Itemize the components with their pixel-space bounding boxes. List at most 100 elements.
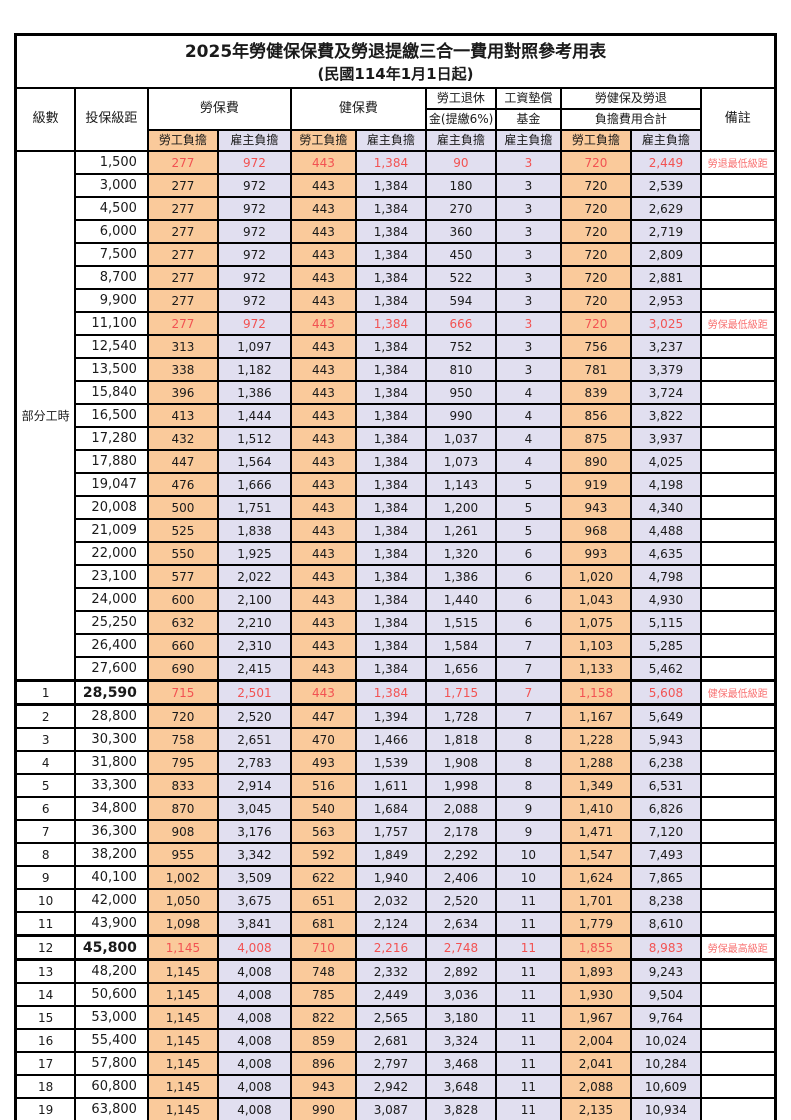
value-cell-pension_er: 180 xyxy=(424,173,497,199)
value-cell-fund_er: 5 xyxy=(494,495,562,521)
subheader-labor-employer: 雇主負擔 xyxy=(216,129,292,153)
note-cell xyxy=(699,1074,777,1100)
note-cell xyxy=(699,1005,777,1031)
value-cell-health_emp: 443 xyxy=(289,426,357,452)
value-cell-health_er: 3,087 xyxy=(354,1097,427,1120)
level-cell: 11 xyxy=(14,911,76,937)
value-cell-health_er: 1,384 xyxy=(354,288,427,314)
value-cell-labor_emp: 476 xyxy=(146,472,219,498)
value-cell-health_er: 1,940 xyxy=(354,865,427,891)
bracket-cell: 12,540 xyxy=(73,334,149,360)
table-row: 11 43,900 1,098 3,841 681 2,124 2,634 11 1,779 8,… xyxy=(14,911,777,937)
value-cell-fund_er: 3 xyxy=(494,242,562,268)
value-cell-pension_er: 522 xyxy=(424,265,497,291)
value-cell-labor_er: 1,097 xyxy=(216,334,292,360)
note-cell: 健保最低級距 xyxy=(699,679,777,707)
table-row: 9 40,100 1,002 3,509 622 1,940 2,406 10 1,624 7,8… xyxy=(14,865,777,891)
value-cell-health_er: 1,849 xyxy=(354,842,427,868)
value-cell-pension_er: 1,584 xyxy=(424,633,497,659)
value-cell-fund_er: 11 xyxy=(494,1005,562,1031)
table-row: 21,009 525 1,838 443 1,384 1,261 5 968 4,488 xyxy=(16,518,777,544)
col-header-health-fee: 健保費 xyxy=(289,87,427,132)
value-cell-labor_emp: 908 xyxy=(146,819,219,845)
value-cell-total_emp: 2,088 xyxy=(559,1074,632,1100)
value-cell-fund_er: 5 xyxy=(494,472,562,498)
value-cell-health_emp: 443 xyxy=(289,150,357,176)
value-cell-health_er: 2,681 xyxy=(354,1028,427,1054)
value-cell-fund_er: 11 xyxy=(494,1051,562,1077)
value-cell-health_emp: 443 xyxy=(289,587,357,613)
value-cell-pension_er: 594 xyxy=(424,288,497,314)
value-cell-total_emp: 1,133 xyxy=(559,656,632,682)
value-cell-labor_emp: 1,002 xyxy=(146,865,219,891)
col-header-level: 級數 xyxy=(14,87,76,153)
value-cell-total_er: 4,930 xyxy=(629,587,702,613)
value-cell-health_emp: 443 xyxy=(289,288,357,314)
value-cell-fund_er: 10 xyxy=(494,865,562,891)
value-cell-total_er: 5,608 xyxy=(629,679,702,707)
value-cell-total_emp: 1,228 xyxy=(559,727,632,753)
value-cell-labor_emp: 690 xyxy=(146,656,219,682)
note-cell xyxy=(699,1051,777,1077)
value-cell-fund_er: 11 xyxy=(494,982,562,1008)
value-cell-health_er: 1,384 xyxy=(354,150,427,176)
value-cell-health_er: 1,384 xyxy=(354,633,427,659)
value-cell-labor_emp: 432 xyxy=(146,426,219,452)
value-cell-labor_er: 4,008 xyxy=(216,1051,292,1077)
level-cell: 12 xyxy=(14,934,76,962)
bracket-cell: 43,900 xyxy=(73,911,149,937)
value-cell-health_er: 2,216 xyxy=(354,934,427,962)
note-cell xyxy=(699,380,777,406)
value-cell-total_er: 3,937 xyxy=(629,426,702,452)
value-cell-health_er: 1,684 xyxy=(354,796,427,822)
note-cell xyxy=(699,426,777,452)
value-cell-pension_er: 752 xyxy=(424,334,497,360)
value-cell-total_emp: 1,020 xyxy=(559,564,632,590)
value-cell-fund_er: 11 xyxy=(494,1028,562,1054)
value-cell-health_er: 1,384 xyxy=(354,472,427,498)
level-cell: 16 xyxy=(14,1028,76,1054)
value-cell-total_er: 2,539 xyxy=(629,173,702,199)
value-cell-labor_er: 1,751 xyxy=(216,495,292,521)
value-cell-health_er: 1,384 xyxy=(354,311,427,337)
value-cell-pension_er: 270 xyxy=(424,196,497,222)
value-cell-labor_er: 972 xyxy=(216,265,292,291)
col-header-fund-line2: 基金 xyxy=(494,108,562,132)
value-cell-labor_emp: 1,145 xyxy=(146,982,219,1008)
table-row: 3 30,300 758 2,651 470 1,466 1,818 8 1,228 5,943 xyxy=(14,727,777,753)
value-cell-health_er: 1,384 xyxy=(354,656,427,682)
value-cell-health_er: 2,797 xyxy=(354,1051,427,1077)
value-cell-pension_er: 1,998 xyxy=(424,773,497,799)
value-cell-labor_emp: 833 xyxy=(146,773,219,799)
bracket-cell: 26,400 xyxy=(73,633,149,659)
note-cell xyxy=(699,633,777,659)
table-row: 23,100 577 2,022 443 1,384 1,386 6 1,020 4,798 xyxy=(16,564,777,590)
note-cell xyxy=(699,796,777,822)
value-cell-health_emp: 443 xyxy=(289,472,357,498)
value-cell-labor_er: 2,914 xyxy=(216,773,292,799)
value-cell-health_emp: 785 xyxy=(289,982,357,1008)
table-row: 7 36,300 908 3,176 563 1,757 2,178 9 1,471 7,120 xyxy=(14,819,777,845)
value-cell-pension_er: 1,073 xyxy=(424,449,497,475)
value-cell-health_er: 1,384 xyxy=(354,380,427,406)
value-cell-health_er: 1,384 xyxy=(354,610,427,636)
bracket-cell: 8,700 xyxy=(73,265,149,291)
value-cell-labor_emp: 577 xyxy=(146,564,219,590)
value-cell-health_emp: 443 xyxy=(289,196,357,222)
value-cell-labor_emp: 277 xyxy=(146,288,219,314)
value-cell-pension_er: 1,515 xyxy=(424,610,497,636)
value-cell-labor_er: 972 xyxy=(216,288,292,314)
value-cell-health_emp: 443 xyxy=(289,564,357,590)
value-cell-labor_er: 3,675 xyxy=(216,888,292,914)
bracket-cell: 4,500 xyxy=(73,196,149,222)
value-cell-health_emp: 443 xyxy=(289,449,357,475)
value-cell-labor_er: 3,176 xyxy=(216,819,292,845)
value-cell-total_er: 10,609 xyxy=(629,1074,702,1100)
value-cell-total_er: 5,943 xyxy=(629,727,702,753)
value-cell-health_emp: 822 xyxy=(289,1005,357,1031)
subheader-total-employer: 雇主負擔 xyxy=(629,129,702,153)
value-cell-total_emp: 720 xyxy=(559,288,632,314)
table-row: 3,000 277 972 443 1,384 180 3 720 2,539 xyxy=(16,173,777,199)
value-cell-pension_er: 2,406 xyxy=(424,865,497,891)
note-cell xyxy=(699,958,777,985)
